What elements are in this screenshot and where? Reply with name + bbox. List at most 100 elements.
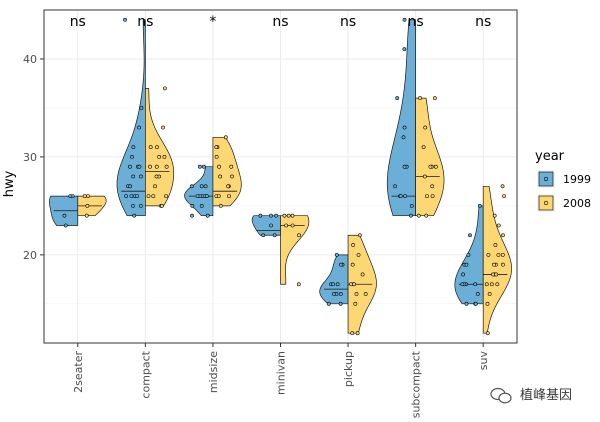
data-point-2008-compact <box>162 155 167 159</box>
data-point-2008-compact <box>155 145 159 150</box>
data-point-1999-midsize <box>204 194 209 198</box>
data-point-1999-2seater <box>68 194 73 198</box>
data-point-2008-suv <box>486 252 491 257</box>
data-point-2008-minivan <box>296 282 301 287</box>
data-point-1999-subcompact <box>402 17 407 22</box>
data-point-1999-subcompact <box>409 213 413 218</box>
wechat-icon <box>490 387 512 404</box>
data-point-1999-compact <box>137 164 142 169</box>
data-point-2008-midsize <box>227 194 231 198</box>
data-point-1999-compact <box>135 194 140 198</box>
data-point-1999-pickup <box>334 252 339 257</box>
data-point-2008-subcompact <box>422 174 427 179</box>
legend-label-2008: 2008 <box>563 197 591 210</box>
data-point-2008-midsize <box>216 194 221 198</box>
data-point-1999-minivan <box>258 213 263 218</box>
data-point-1999-midsize <box>190 203 195 208</box>
data-point-1999-compact <box>131 145 136 150</box>
x-axis: 2seater compact midsize minivan pickup subcom… <box>72 343 490 418</box>
data-point-1999-pickup <box>335 282 340 287</box>
data-point-1999-compact <box>131 203 135 208</box>
data-point-1999-compact <box>139 106 144 110</box>
data-point-1999-midsize <box>203 184 208 189</box>
significance-label: ns <box>340 14 356 30</box>
data-point-2008-pickup <box>351 243 355 247</box>
data-point-1999-compact <box>139 174 143 179</box>
data-point-2008-suv <box>484 282 489 287</box>
data-point-2008-midsize <box>218 174 223 179</box>
data-point-2008-compact <box>164 164 169 169</box>
data-point-2008-subcompact <box>432 96 437 101</box>
data-point-1999-midsize <box>205 213 210 218</box>
data-point-1999-suv <box>460 282 465 287</box>
data-point-2008-compact <box>153 184 157 189</box>
violin-half-2008-suv <box>482 185 512 334</box>
data-point-1999-minivan <box>269 223 273 228</box>
data-point-1999-midsize <box>189 184 194 189</box>
data-point-2008-compact <box>162 86 167 91</box>
data-point-2008-suv <box>485 301 490 306</box>
data-point-2008-subcompact <box>430 194 435 198</box>
data-point-2008-suv <box>494 272 499 277</box>
legend: year 1999 2008 <box>535 149 591 212</box>
data-point-1999-suv <box>473 301 478 306</box>
data-point-1999-pickup <box>331 282 335 287</box>
data-point-1999-pickup <box>339 262 343 267</box>
data-point-1999-subcompact <box>402 125 407 130</box>
data-point-2008-subcompact <box>416 213 421 218</box>
y-tick-label: 20 <box>23 249 37 262</box>
data-point-2008-2seater <box>85 203 90 208</box>
x-tick-label: subcompact <box>410 350 423 418</box>
significance-label: ns <box>475 14 491 30</box>
data-point-2008-suv <box>493 243 498 247</box>
data-point-1999-subcompact <box>403 194 407 198</box>
data-point-2008-compact <box>161 125 165 130</box>
legend-title: year <box>535 149 565 164</box>
legend-label-1999: 1999 <box>563 173 591 186</box>
data-point-1999-compact <box>139 203 143 208</box>
data-point-1999-minivan <box>272 233 277 238</box>
data-point-1999-suv <box>464 301 469 306</box>
data-point-1999-midsize <box>197 164 202 169</box>
data-point-1999-suv <box>466 252 471 257</box>
data-point-2008-midsize <box>218 203 223 208</box>
data-point-1999-minivan <box>269 213 273 218</box>
data-point-1999-subcompact <box>402 164 407 169</box>
data-point-1999-compact <box>131 174 136 179</box>
watermark-text: 植峰基因 <box>520 388 572 403</box>
data-point-2008-compact <box>146 194 151 198</box>
data-point-2008-compact <box>154 174 159 179</box>
data-point-2008-suv <box>492 262 496 267</box>
data-point-2008-suv <box>502 194 506 198</box>
watermark: 植峰基因 <box>490 387 572 404</box>
significance-labels: ns ns * ns ns ns ns <box>70 14 492 30</box>
data-point-2008-subcompact <box>418 96 422 101</box>
plot-panel <box>43 9 518 344</box>
significance-label: * <box>209 14 216 30</box>
violin-half-2008-minivan <box>280 215 310 285</box>
data-point-1999-subcompact <box>398 194 403 198</box>
data-point-1999-compact <box>123 17 127 22</box>
data-point-1999-compact <box>132 213 137 218</box>
significance-label: ns <box>137 14 153 30</box>
data-point-1999-pickup <box>338 292 343 296</box>
data-point-1999-compact <box>128 184 133 189</box>
data-point-2008-midsize <box>214 155 219 159</box>
x-tick-label: midsize <box>207 351 220 393</box>
y-tick-label: 40 <box>23 53 37 66</box>
data-point-2008-pickup <box>357 233 362 238</box>
data-point-1999-compact <box>124 194 129 198</box>
significance-label: ns <box>272 14 288 30</box>
data-point-2008-midsize <box>223 135 228 140</box>
data-point-1999-midsize <box>199 184 204 189</box>
significance-label: ns <box>408 14 424 30</box>
data-point-1999-suv <box>461 272 466 277</box>
data-point-2008-compact <box>160 203 164 208</box>
y-axis-title: hwy <box>2 170 17 197</box>
data-point-2008-compact <box>164 194 168 198</box>
data-point-2008-subcompact <box>433 164 438 169</box>
data-point-2008-suv <box>496 223 501 228</box>
data-point-2008-2seater <box>86 194 90 198</box>
data-point-2008-subcompact <box>428 164 433 169</box>
